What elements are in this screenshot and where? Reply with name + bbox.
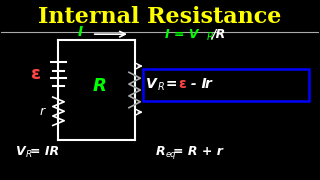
Text: R: R: [207, 32, 214, 42]
Text: R: R: [157, 82, 164, 92]
Text: ε: ε: [31, 65, 41, 83]
Text: ε: ε: [178, 77, 186, 91]
Text: r: r: [204, 77, 211, 91]
Text: R: R: [92, 77, 106, 95]
Text: - I: - I: [186, 77, 207, 91]
Text: R: R: [155, 145, 165, 158]
Text: I: I: [77, 25, 83, 39]
Text: /R: /R: [212, 28, 226, 41]
Text: r: r: [39, 105, 44, 118]
Text: = R + r: = R + r: [173, 145, 223, 158]
Text: I = V: I = V: [165, 28, 198, 41]
Text: =: =: [161, 77, 178, 91]
Bar: [142, 69, 309, 101]
Text: V: V: [146, 77, 157, 91]
Text: = IR: = IR: [30, 145, 59, 158]
Text: V: V: [15, 145, 24, 158]
Text: R: R: [26, 150, 32, 159]
Text: Internal Resistance: Internal Resistance: [38, 6, 282, 28]
Text: eq: eq: [166, 150, 176, 159]
